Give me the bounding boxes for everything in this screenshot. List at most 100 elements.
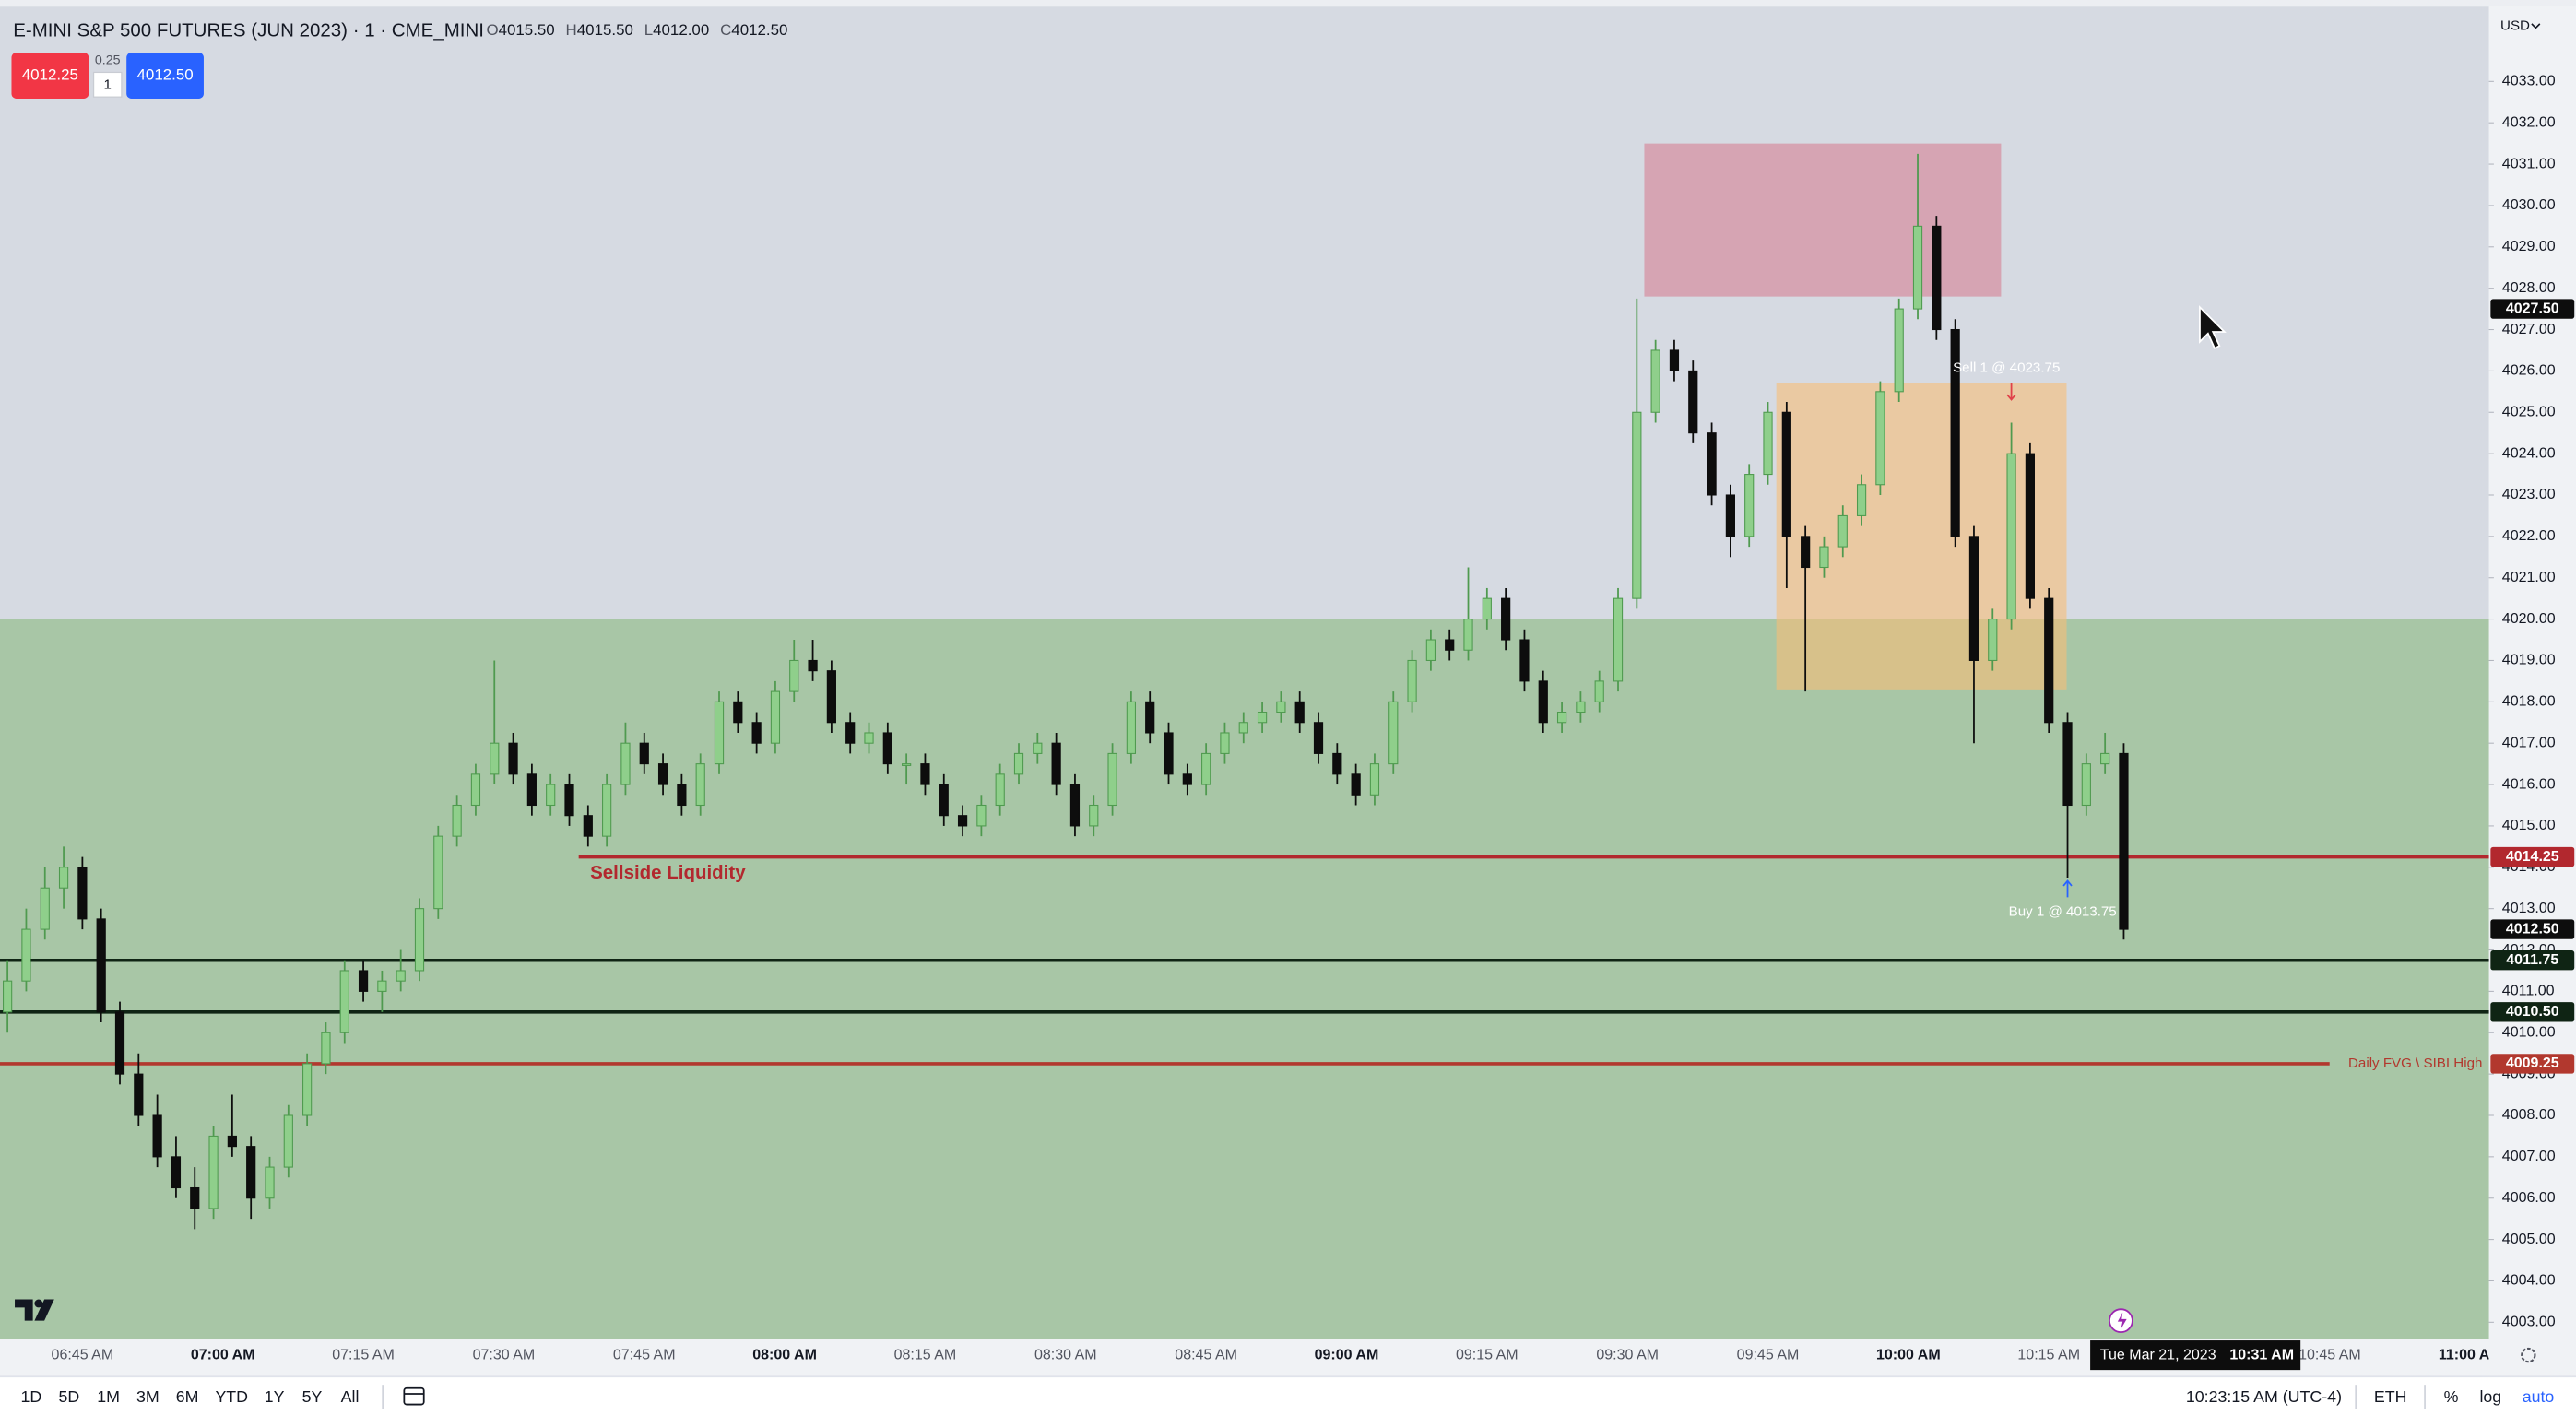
candle-body — [490, 742, 500, 775]
x-tick-label: 08:15 AM — [894, 1346, 957, 1362]
candle-body — [396, 970, 406, 982]
candle-body — [171, 1156, 182, 1189]
x-tick-label: 09:45 AM — [1737, 1346, 1800, 1362]
candle-body — [77, 867, 88, 920]
candle-body — [1351, 773, 1361, 796]
range-button[interactable]: 5D — [58, 1387, 79, 1406]
calendar-icon[interactable] — [403, 1386, 425, 1406]
candle-body — [976, 804, 987, 827]
candle-body — [695, 763, 705, 807]
date-range-icon[interactable] — [403, 1386, 425, 1406]
candle-body — [1051, 742, 1061, 785]
y-tick-label: 4003.00 — [2502, 1314, 2556, 1330]
range-button[interactable]: 5Y — [302, 1387, 323, 1406]
ohlc-readout: O4015.50 H4015.50 L4012.00 C4012.50 — [486, 21, 787, 39]
candle-body — [3, 980, 13, 1013]
candle-body — [21, 928, 31, 982]
ohlc-key: H — [566, 21, 577, 39]
log-toggle[interactable]: log — [2479, 1387, 2501, 1406]
candle-body — [1201, 752, 1211, 785]
y-tick-label: 4027.00 — [2502, 321, 2556, 337]
candle-body — [620, 742, 631, 785]
range-button[interactable]: 1D — [20, 1387, 41, 1406]
crosshair-time: 10:31 AM — [2229, 1346, 2294, 1362]
quantity-input[interactable] — [92, 71, 123, 98]
auto-toggle[interactable]: auto — [2523, 1387, 2555, 1406]
candle-body — [114, 1011, 125, 1075]
range-button[interactable]: 1M — [97, 1387, 120, 1406]
currency-selector[interactable]: USD — [2500, 18, 2530, 34]
level-text: Sellside Liquidity — [590, 862, 746, 883]
session-toggle[interactable]: ETH — [2374, 1387, 2407, 1406]
candle-body — [96, 918, 106, 1013]
y-tick-label: 4008.00 — [2502, 1106, 2556, 1123]
x-tick-label: 07:00 AM — [191, 1346, 255, 1362]
buy-button[interactable] — [126, 53, 204, 99]
ohlc-value: 4015.50 — [577, 21, 633, 39]
y-tick-label: 4032.00 — [2502, 113, 2556, 130]
sell-button[interactable] — [11, 53, 89, 99]
sell-price[interactable]: 4012.25 — [22, 65, 78, 83]
trade-arrow — [2006, 383, 2016, 401]
range-button[interactable]: YTD — [215, 1387, 248, 1406]
candle-body — [58, 867, 69, 889]
plot-area: Sellside Liquidity Daily FVG \ SIBI High S… — [0, 0, 2576, 1377]
buy-price[interactable]: 4012.50 — [137, 65, 194, 83]
percent-toggle[interactable]: % — [2444, 1387, 2459, 1406]
x-tick-label: 10:45 AM — [2298, 1346, 2361, 1362]
symbol-title: E-MINI S&P 500 FUTURES (JUN 2023) · 1 · … — [13, 19, 484, 41]
candle-body — [358, 970, 369, 992]
candle-body — [902, 763, 912, 766]
candle-body — [1650, 349, 1660, 413]
candle-body — [733, 701, 743, 724]
top-border — [0, 0, 2576, 7]
candle-body — [2119, 752, 2129, 930]
x-tick-label: 06:45 AM — [52, 1346, 114, 1362]
quantity[interactable]: 1 — [104, 77, 112, 93]
candle-body — [1013, 752, 1024, 775]
candle-body — [302, 1063, 313, 1116]
y-tick-label: 4020.00 — [2502, 610, 2556, 627]
candle-body — [2062, 722, 2073, 807]
candle-body — [1763, 411, 1773, 476]
x-tick-label: 11:00 AM — [2439, 1346, 2502, 1362]
discount-region — [0, 619, 2489, 1339]
candle-body — [1707, 432, 1717, 496]
y-tick-label: 4017.00 — [2502, 734, 2556, 750]
y-tick-label: 4021.00 — [2502, 569, 2556, 585]
x-tick-label: 10:00 AM — [1876, 1346, 1941, 1362]
y-tick-label: 4028.00 — [2502, 279, 2556, 296]
range-buttons: 1D 5D 1M 3M 6M YTD 1Y 5Y All — [20, 1387, 359, 1406]
level-badge — [2490, 950, 2575, 971]
candle-body — [208, 1135, 219, 1209]
level-badge — [2490, 1054, 2575, 1074]
currency-chevron — [2531, 23, 2541, 29]
candle-body — [1238, 722, 1248, 734]
candle-body — [2044, 597, 2054, 724]
y-tick-label: 4033.00 — [2502, 73, 2556, 89]
range-button[interactable]: All — [341, 1387, 360, 1406]
range-button[interactable]: 6M — [176, 1387, 199, 1406]
range-button[interactable]: 1Y — [265, 1387, 285, 1406]
x-tick-label: 08:30 AM — [1034, 1346, 1097, 1362]
candle-body — [1988, 619, 1998, 661]
mouse-cursor — [2199, 305, 2227, 350]
candle-body — [1781, 411, 1791, 537]
candle-body — [1482, 597, 1492, 620]
candle-body — [826, 670, 836, 724]
candle-body — [1819, 546, 1829, 569]
crosshair-time-badge — [2090, 1340, 2301, 1371]
candle-body — [1519, 639, 1530, 682]
clock: 10:23:15 AM (UTC-4) — [2186, 1387, 2342, 1406]
candle-body — [1069, 784, 1081, 827]
candle-body — [470, 773, 481, 807]
y-tick-label: 4006.00 — [2502, 1189, 2556, 1206]
range-button[interactable]: 3M — [136, 1387, 160, 1406]
settings-icon[interactable] — [2521, 1347, 2536, 1363]
y-tick-label: 4004.00 — [2502, 1272, 2556, 1289]
level-badge-label: 4010.50 — [2506, 1003, 2559, 1020]
candle-body — [2100, 752, 2110, 765]
crosshair-price-badge-label: 4027.50 — [2506, 300, 2559, 316]
x-tick-label: 07:30 AM — [473, 1346, 536, 1362]
